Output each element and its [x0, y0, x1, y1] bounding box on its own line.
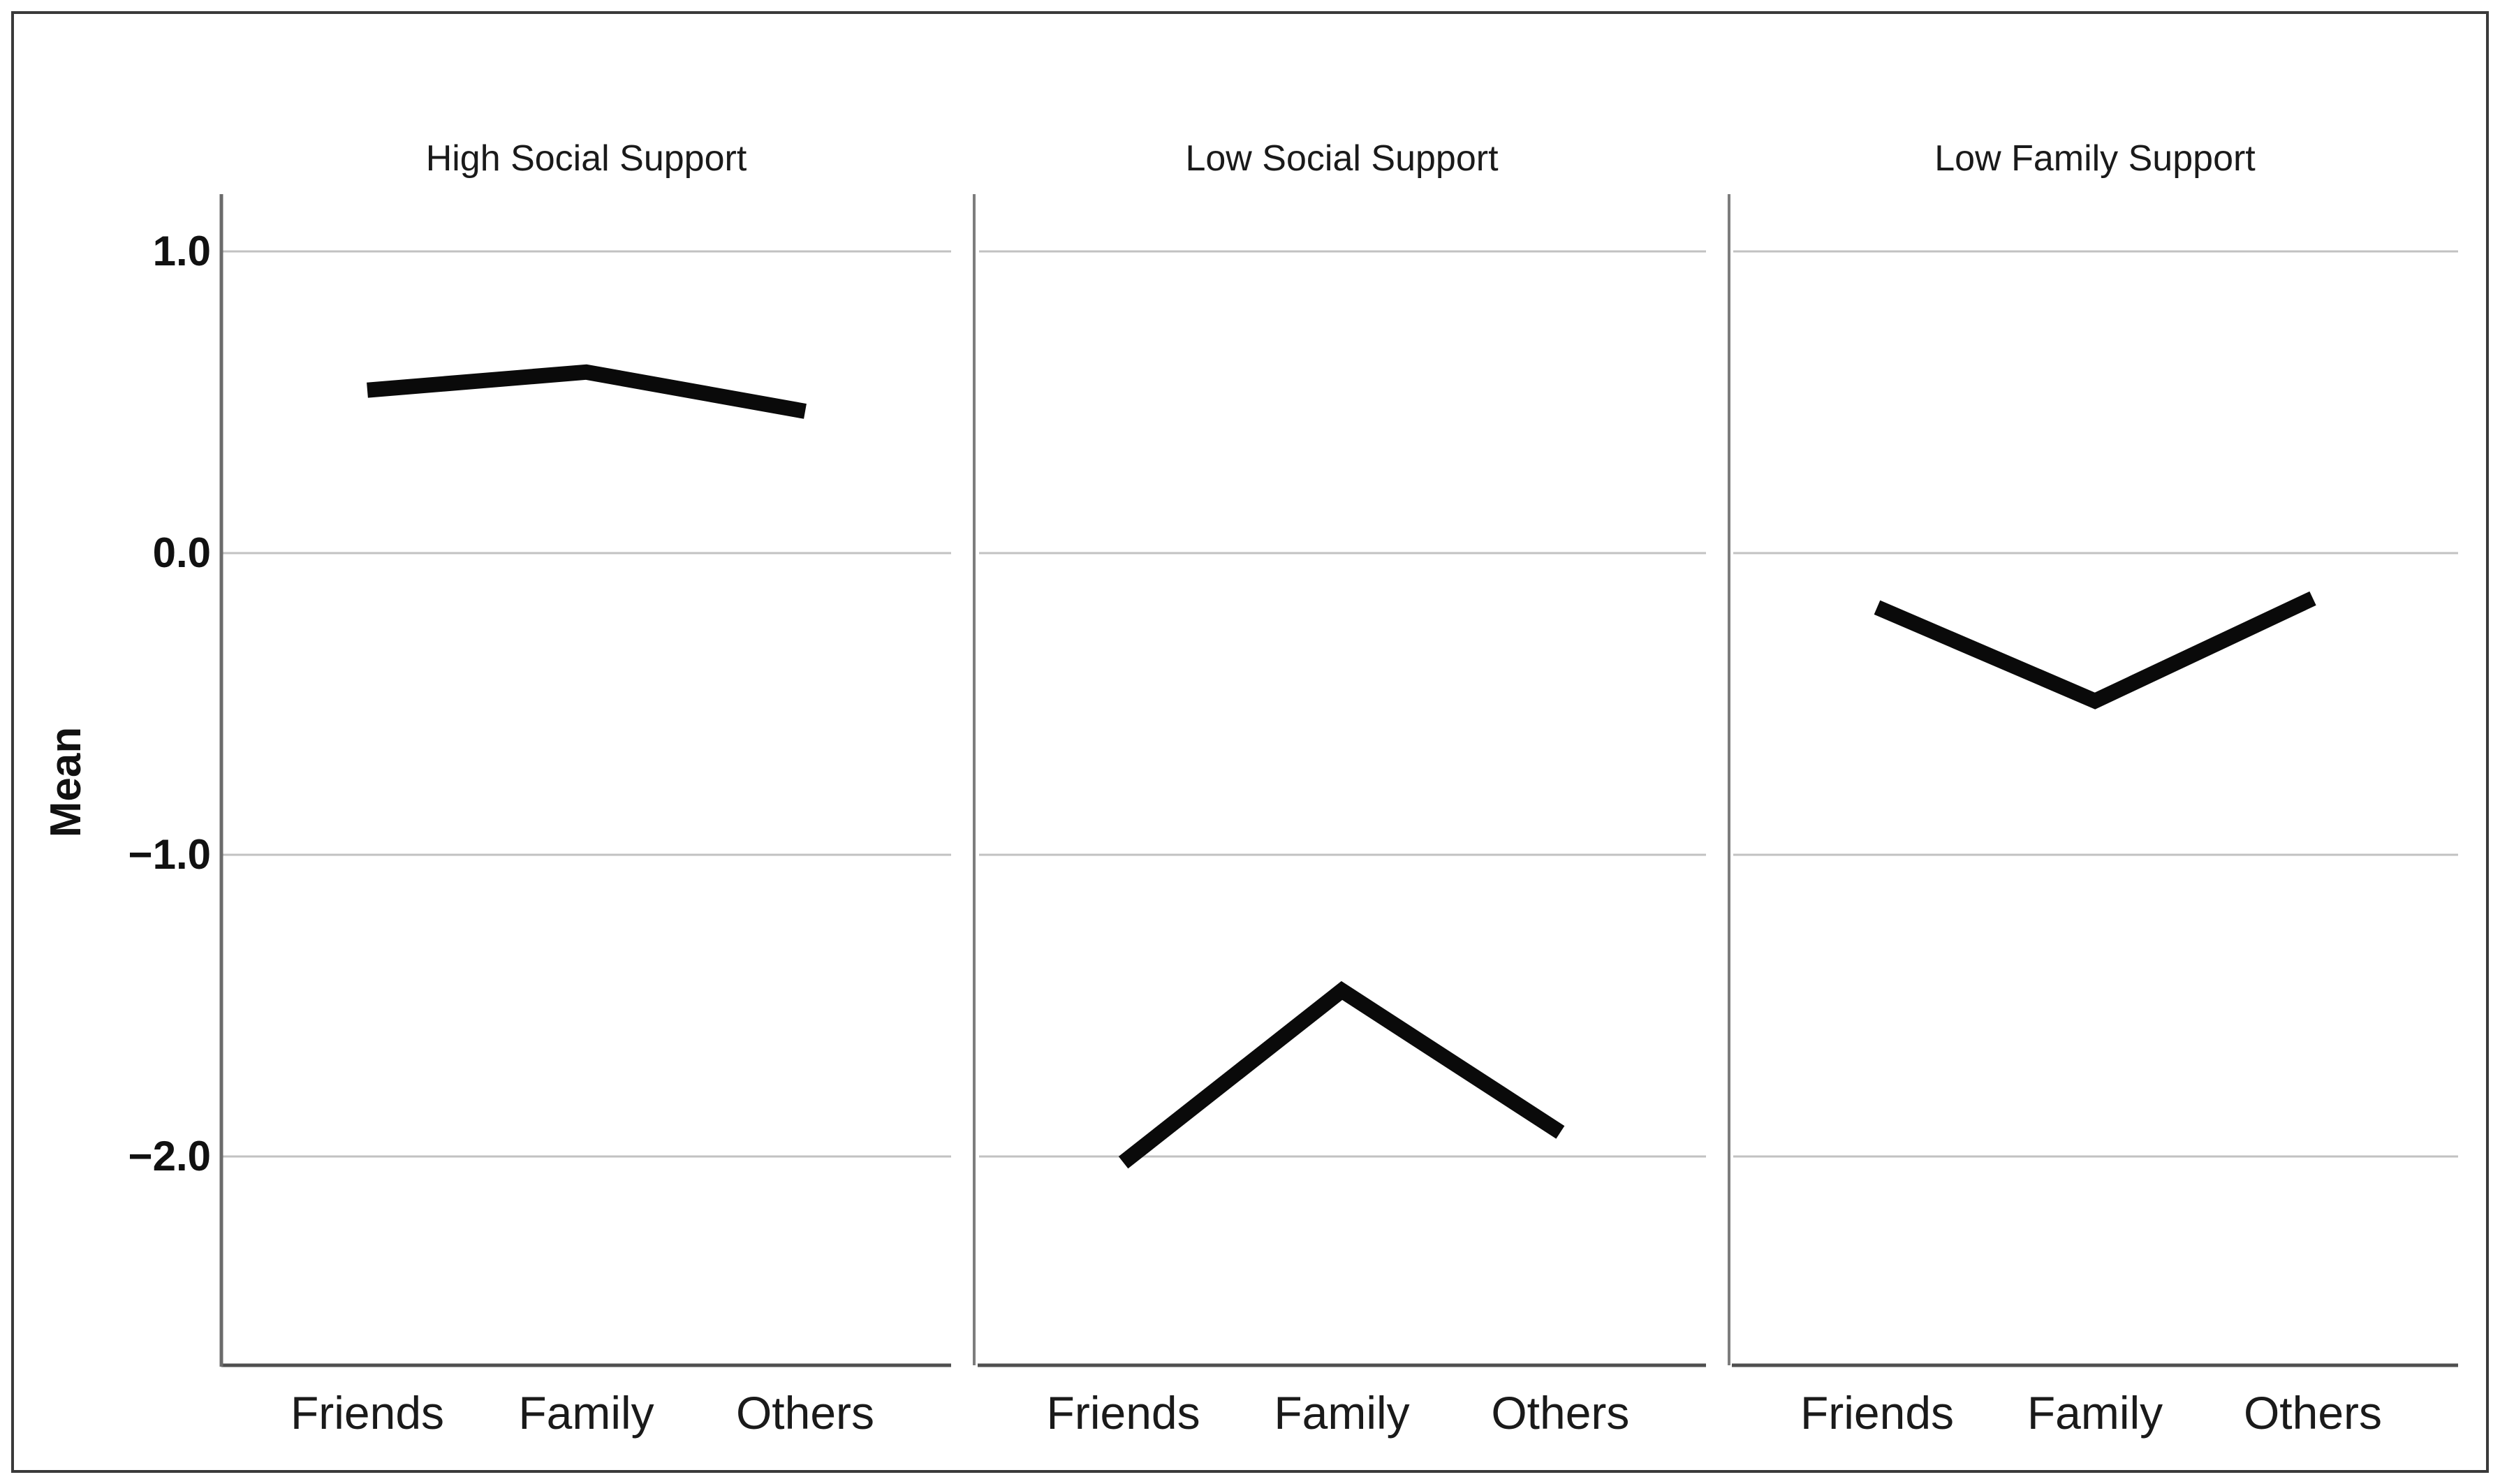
- x-category-label: Family: [2027, 1387, 2163, 1439]
- y-axis-title: Mean: [42, 726, 90, 838]
- y-tick-label: 1.0: [152, 228, 211, 274]
- mean-line-high-social: [367, 364, 807, 419]
- mean-line-low-social: [1118, 980, 1565, 1169]
- y-tick-label: 0.0: [152, 529, 211, 576]
- x-category-label: Friends: [290, 1387, 445, 1439]
- panel-title-low-social-support: Low Social Support: [1185, 138, 1499, 179]
- x-category-label: Others: [735, 1387, 875, 1439]
- y-tick-label: −1.0: [128, 831, 211, 878]
- y-tick-label: −2.0: [128, 1133, 211, 1180]
- panel-title-low-family-support: Low Family Support: [1934, 138, 2256, 179]
- panel-title-high-social-support: High Social Support: [425, 138, 747, 179]
- x-category-label: Others: [1491, 1387, 1630, 1439]
- mean-line-low-family: [1874, 591, 2316, 710]
- figure-border: [11, 11, 2489, 1473]
- x-category-label: Family: [518, 1387, 654, 1439]
- x-category-label: Friends: [1800, 1387, 1955, 1439]
- x-category-label: Friends: [1046, 1387, 1200, 1439]
- x-category-label: Others: [2243, 1387, 2383, 1439]
- x-category-label: Family: [1274, 1387, 1410, 1439]
